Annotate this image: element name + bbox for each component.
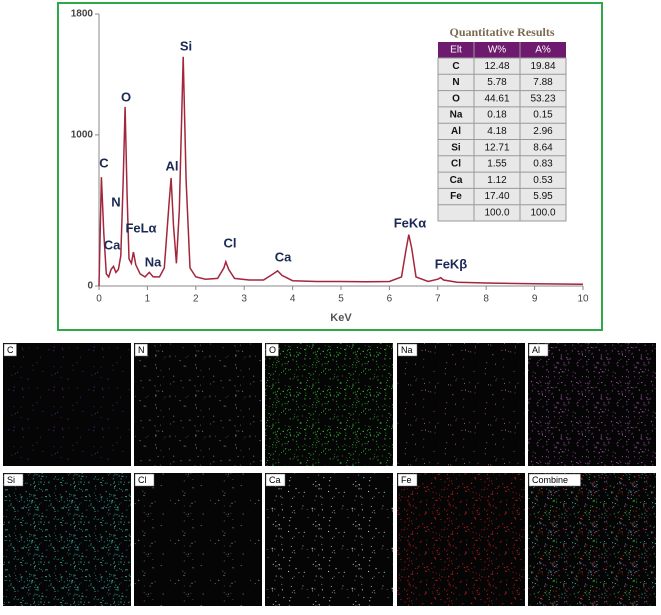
map-label-bg	[134, 343, 148, 357]
table-header: W%	[488, 45, 506, 56]
peak-label: Na	[145, 254, 162, 269]
peak-label: FeKα	[394, 215, 427, 230]
table-title: Quantitative Results	[450, 25, 555, 39]
x-tick-label: 4	[290, 294, 296, 305]
x-tick-label: 7	[435, 294, 441, 305]
map-noise	[397, 343, 525, 466]
table-cell: O	[452, 93, 460, 104]
map-label-bg	[3, 473, 24, 487]
map-label-bg	[528, 343, 549, 357]
map-label: Cl	[138, 475, 147, 485]
map-label-bg	[265, 343, 279, 357]
table-cell: 0.15	[533, 110, 553, 121]
table-header: A%	[535, 45, 551, 56]
x-tick-label: 3	[241, 294, 247, 305]
map-noise	[528, 343, 656, 466]
table-header: Elt	[450, 45, 462, 56]
table-cell: N	[452, 77, 459, 88]
peak-label: N	[111, 194, 120, 209]
table-cell: C	[452, 61, 459, 72]
map-label-bg	[134, 473, 155, 487]
map-label-bg	[397, 343, 418, 357]
map-label-bg	[397, 473, 418, 487]
map-label: N	[138, 345, 145, 355]
map-label: Al	[532, 345, 540, 355]
table-cell: 2.96	[533, 126, 553, 137]
table-cell: 12.48	[484, 61, 509, 72]
table-header-bg	[438, 42, 566, 58]
y-tick-label: 0	[87, 281, 93, 292]
peak-label: Cl	[224, 235, 237, 250]
peak-label: O	[121, 89, 131, 104]
table-cell: 0.53	[533, 175, 553, 186]
table-cell: 17.40	[484, 191, 509, 202]
map-label-bg	[265, 473, 286, 487]
map-label: C	[7, 345, 14, 355]
table-cell: 53.23	[530, 93, 555, 104]
table-cell: 4.18	[487, 126, 507, 137]
x-tick-label: 8	[483, 294, 489, 305]
spectrum-line	[98, 56, 584, 287]
peak-label: FeKβ	[435, 256, 468, 271]
x-tick-label: 0	[96, 294, 102, 305]
x-tick-label: 1	[145, 294, 151, 305]
table-cell: 1.12	[487, 175, 507, 186]
table-cell: 19.84	[530, 61, 555, 72]
map-noise	[397, 473, 525, 606]
table-cell: 5.95	[533, 191, 553, 202]
map-noise	[134, 473, 262, 606]
table-cell: 0.83	[533, 159, 553, 170]
peak-label: FeLα	[125, 220, 156, 235]
table-cell: 5.78	[487, 77, 507, 88]
x-tick-label: 6	[387, 294, 393, 305]
map-noise	[265, 343, 393, 466]
table-cell: Na	[450, 110, 463, 121]
x-tick-label: 10	[577, 294, 589, 305]
y-tick-label: 1800	[71, 9, 94, 20]
x-tick-label: 5	[338, 294, 344, 305]
map-label: Na	[401, 345, 413, 355]
map-label: Ca	[269, 475, 281, 485]
table-cell: 12.71	[484, 142, 509, 153]
map-noise	[134, 343, 262, 466]
table-cell: 44.61	[484, 93, 509, 104]
y-tick-label: 1000	[71, 130, 94, 141]
peak-label: Ca	[104, 237, 121, 252]
map-noise	[265, 473, 393, 606]
table-cell: Cl	[451, 159, 461, 170]
table-total: 100.0	[530, 207, 555, 218]
table-total: 100.0	[484, 207, 509, 218]
table-cell: 7.88	[533, 77, 553, 88]
x-tick-label: 9	[532, 294, 538, 305]
map-label: Si	[7, 475, 15, 485]
map-noise	[528, 473, 656, 606]
map-noise	[3, 473, 131, 606]
table-cell: Ca	[450, 175, 463, 186]
table-cell: Fe	[450, 191, 462, 202]
map-label: Fe	[401, 475, 412, 485]
x-tick-label: 2	[193, 294, 199, 305]
map-label-bg	[3, 343, 17, 357]
table-cell: 0.18	[487, 110, 507, 121]
table-cell: 1.55	[487, 159, 507, 170]
map-noise	[3, 343, 131, 466]
map-label-bg	[528, 473, 581, 487]
peak-label: Si	[180, 38, 192, 53]
x-axis-label: KeV	[330, 312, 352, 324]
peak-label: C	[99, 155, 109, 170]
map-label: Combine	[532, 475, 568, 485]
map-label: O	[269, 345, 276, 355]
peak-label: Ca	[275, 249, 292, 264]
table-cell: 8.64	[533, 142, 553, 153]
table-cell: Si	[451, 142, 461, 153]
peak-label: Al	[166, 158, 179, 173]
table-cell: Al	[451, 126, 461, 137]
